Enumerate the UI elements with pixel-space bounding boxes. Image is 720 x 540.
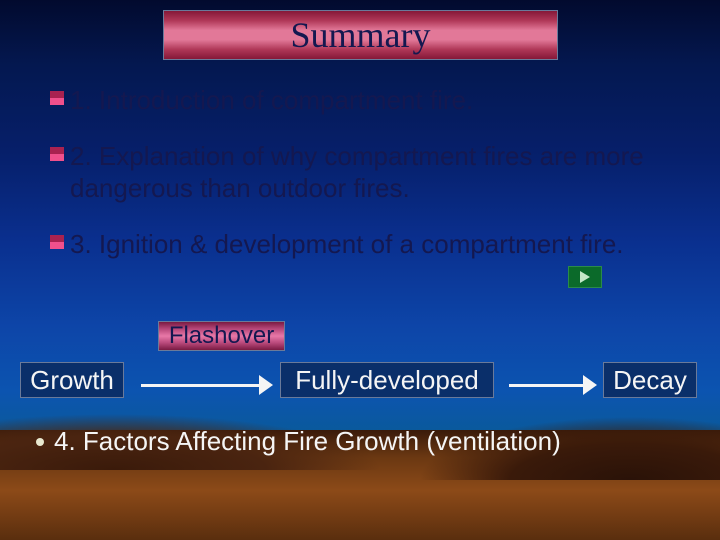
- bullet-dot-icon: [36, 438, 44, 446]
- decay-stage: Decay: [603, 362, 697, 398]
- decay-text: Decay: [613, 365, 687, 396]
- flashover-label: Flashover: [158, 321, 285, 351]
- fully-developed-stage: Fully-developed: [280, 362, 494, 398]
- title-box: Summary: [163, 10, 558, 60]
- bullet-square-icon: [50, 235, 64, 249]
- arrow-icon: [141, 375, 273, 395]
- bullet-square-icon: [50, 147, 64, 161]
- bullet-item: 1. Introduction of compartment fire.: [50, 84, 650, 116]
- bullet-text: 2. Explanation of why compartment fires …: [70, 140, 660, 204]
- arrow-icon: [509, 375, 597, 395]
- bullet-item: 3. Ignition & development of a compartme…: [50, 228, 660, 260]
- factor-bullet: 4. Factors Affecting Fire Growth (ventil…: [36, 426, 561, 457]
- title-text: Summary: [291, 14, 431, 56]
- fully-developed-text: Fully-developed: [295, 365, 479, 396]
- bullet-text: 1. Introduction of compartment fire.: [70, 84, 473, 116]
- growth-text: Growth: [30, 365, 114, 396]
- slide-content: Summary 1. Introduction of compartment f…: [0, 0, 720, 540]
- flashover-text: Flashover: [169, 322, 274, 350]
- bullet-text: 3. Ignition & development of a compartme…: [70, 228, 624, 260]
- play-icon[interactable]: [568, 266, 602, 288]
- bullet-item: 2. Explanation of why compartment fires …: [50, 140, 660, 204]
- factor-text: 4. Factors Affecting Fire Growth (ventil…: [54, 426, 561, 457]
- bullet-square-icon: [50, 91, 64, 105]
- growth-stage: Growth: [20, 362, 124, 398]
